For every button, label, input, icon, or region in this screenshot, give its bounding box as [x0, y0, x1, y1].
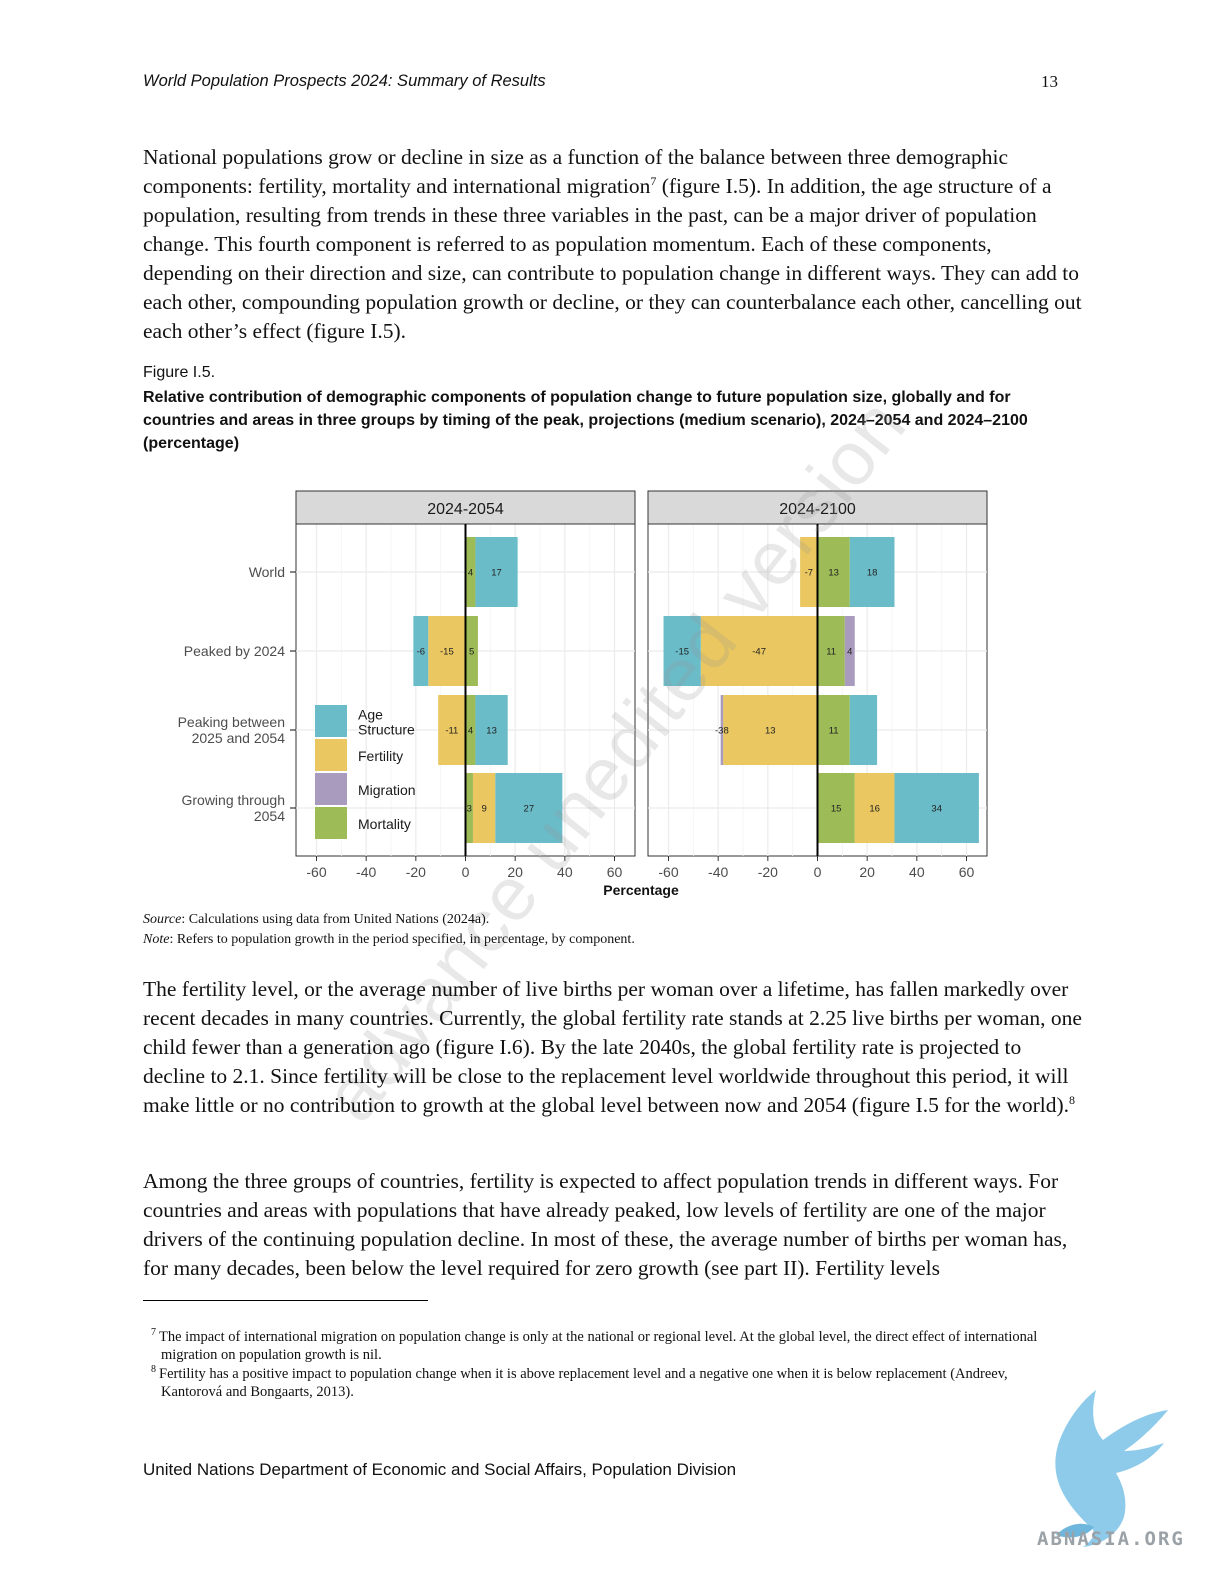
bar-2024-2054-2-age-structure — [475, 695, 507, 765]
panel-0-xtick-label: 60 — [607, 864, 623, 880]
bar-2024-2054-0-age-structure — [475, 537, 517, 607]
bar-2024-2100-2-age-structure — [850, 695, 877, 765]
legend-swatch-fertility — [315, 739, 347, 771]
data-label-2024-2054-0-1: 17 — [491, 568, 502, 579]
panel-1-xtick-label: 0 — [814, 864, 822, 880]
paragraph-intro: National populations grow or decline in … — [143, 143, 1083, 346]
footnote-8-mark: 8 — [151, 1364, 156, 1375]
bar-2024-2054-2-fertility — [438, 695, 465, 765]
figure-note: Note: Refers to population growth in the… — [143, 932, 635, 948]
figure-label: Figure I.5. — [143, 364, 215, 382]
legend-label-age-structure: Structure — [358, 722, 415, 738]
bar-2024-2100-2-mortality — [818, 695, 850, 765]
legend-swatch-migration — [315, 773, 347, 805]
figure-source-label: Source — [143, 912, 181, 927]
figure-source: Source: Calculations using data from Uni… — [143, 912, 489, 928]
paragraph-fertility-level-text: The fertility level, or the average numb… — [143, 977, 1082, 1117]
panel-1-xtick-label: 60 — [959, 864, 975, 880]
figure-source-text: : Calculations using data from United Na… — [181, 912, 489, 927]
panel-1-xtick-label: -40 — [708, 864, 728, 880]
panel-1-xtick-label: -20 — [758, 864, 778, 880]
footnote-7: 7 The impact of international migration o… — [143, 1328, 1061, 1364]
bar-2024-2054-3-mortality — [466, 773, 473, 843]
data-label-2024-2100-3-2: 34 — [931, 804, 942, 815]
bar-2024-2100-3-age-structure — [894, 773, 978, 843]
category-label-2: 2025 and 2054 — [192, 730, 286, 746]
footnote-8-text: Fertility has a positive impact to popul… — [159, 1366, 1008, 1400]
data-label-2024-2054-1-0: -6 — [417, 647, 425, 658]
footnote-7-mark: 7 — [151, 1327, 156, 1338]
bar-2024-2054-1-fertility — [428, 616, 465, 686]
bar-2024-2100-1-mortality — [818, 616, 845, 686]
bar-2024-2054-2-mortality — [466, 695, 476, 765]
category-label-1: Peaked by 2024 — [184, 643, 285, 659]
bar-2024-2054-1-mortality — [466, 616, 478, 686]
data-label-2024-2100-3-1: 16 — [869, 804, 880, 815]
data-label-2024-2054-2-2: 13 — [486, 726, 497, 737]
panel-0-strip — [296, 491, 635, 524]
data-label-2024-2054-2-1: 4 — [468, 726, 473, 737]
data-label-2024-2054-3-1: 9 — [481, 804, 486, 815]
category-label-2: Peaking between — [178, 714, 285, 730]
data-label-2024-2054-0-0: 4 — [468, 568, 473, 579]
bar-2024-2100-2-migration — [721, 695, 723, 765]
bar-2024-2054-3-fertility — [473, 773, 495, 843]
x-axis-title: Percentage — [603, 882, 679, 898]
bar-2024-2054-0-mortality — [466, 537, 476, 607]
bar-2024-2100-1-migration — [845, 616, 855, 686]
legend-swatch-age-structure — [315, 705, 347, 737]
category-label-3: Growing through — [181, 792, 285, 808]
data-label-2024-2100-2-1: 13 — [765, 726, 776, 737]
data-label-2024-2100-2-2: 11 — [829, 726, 839, 737]
data-label-2024-2100-3-0: 15 — [831, 804, 842, 815]
running-header-title: World Population Prospects 2024: Summary… — [143, 72, 546, 91]
data-label-2024-2100-1-2: 11 — [826, 647, 836, 658]
page-number: 13 — [1041, 72, 1058, 92]
category-label-0: World — [249, 564, 285, 580]
panel-0-xtick-label: -40 — [356, 864, 376, 880]
legend-label-migration: Migration — [358, 782, 416, 798]
bar-2024-2100-2-fertility — [723, 695, 817, 765]
figure-note-text: : Refers to population growth in the per… — [169, 932, 634, 947]
panel-0-xtick-label: -60 — [306, 864, 326, 880]
legend-swatch-mortality — [315, 807, 347, 839]
figure-note-label: Note — [143, 932, 169, 947]
bar-2024-2100-3-mortality — [818, 773, 855, 843]
footnote-ref-8[interactable]: 8 — [1069, 1093, 1075, 1107]
data-label-2024-2100-0-1: 13 — [828, 568, 839, 579]
paragraph-fertility-level: The fertility level, or the average numb… — [143, 975, 1083, 1120]
panel-1-xtick-label: -60 — [658, 864, 678, 880]
panel-1-xtick-label: 20 — [859, 864, 875, 880]
data-label-2024-2054-3-0: 3 — [467, 804, 472, 815]
paragraph-country-groups: Among the three groups of countries, fer… — [143, 1167, 1083, 1283]
paragraph-intro-text-b: (figure I.5). In addition, the age struc… — [143, 174, 1082, 343]
bar-2024-2100-0-age-structure — [850, 537, 895, 607]
footnote-7-text: The impact of international migration on… — [159, 1329, 1037, 1363]
page-footer: United Nations Department of Economic an… — [143, 1460, 736, 1480]
data-label-2024-2054-1-2: 5 — [469, 647, 474, 658]
footnote-separator — [143, 1300, 428, 1301]
data-label-2024-2054-1-1: -15 — [440, 647, 454, 658]
legend-label-mortality: Mortality — [358, 816, 411, 832]
bar-2024-2054-1-age-structure — [413, 616, 428, 686]
bar-2024-2100-3-fertility — [855, 773, 895, 843]
footnote-8: 8 Fertility has a positive impact to popu… — [143, 1365, 1061, 1401]
legend-label-fertility: Fertility — [358, 748, 403, 764]
category-label-3: 2054 — [254, 808, 285, 824]
brand-watermark-text: ABNASIA.ORG — [1037, 1528, 1185, 1550]
panel-1-xtick-label: 40 — [909, 864, 925, 880]
data-label-2024-2100-1-3: 4 — [847, 647, 852, 658]
data-label-2024-2100-2-0: -38 — [715, 726, 729, 737]
data-label-2024-2100-0-2: 18 — [867, 568, 878, 579]
data-label-2024-2054-2-0: -11 — [445, 726, 458, 737]
legend-label-age-structure: Age — [358, 707, 383, 723]
figure-caption: Relative contribution of demographic com… — [143, 386, 1078, 455]
panel-0-title: 2024-2054 — [427, 501, 504, 518]
panel-0-xtick-label: -20 — [406, 864, 426, 880]
